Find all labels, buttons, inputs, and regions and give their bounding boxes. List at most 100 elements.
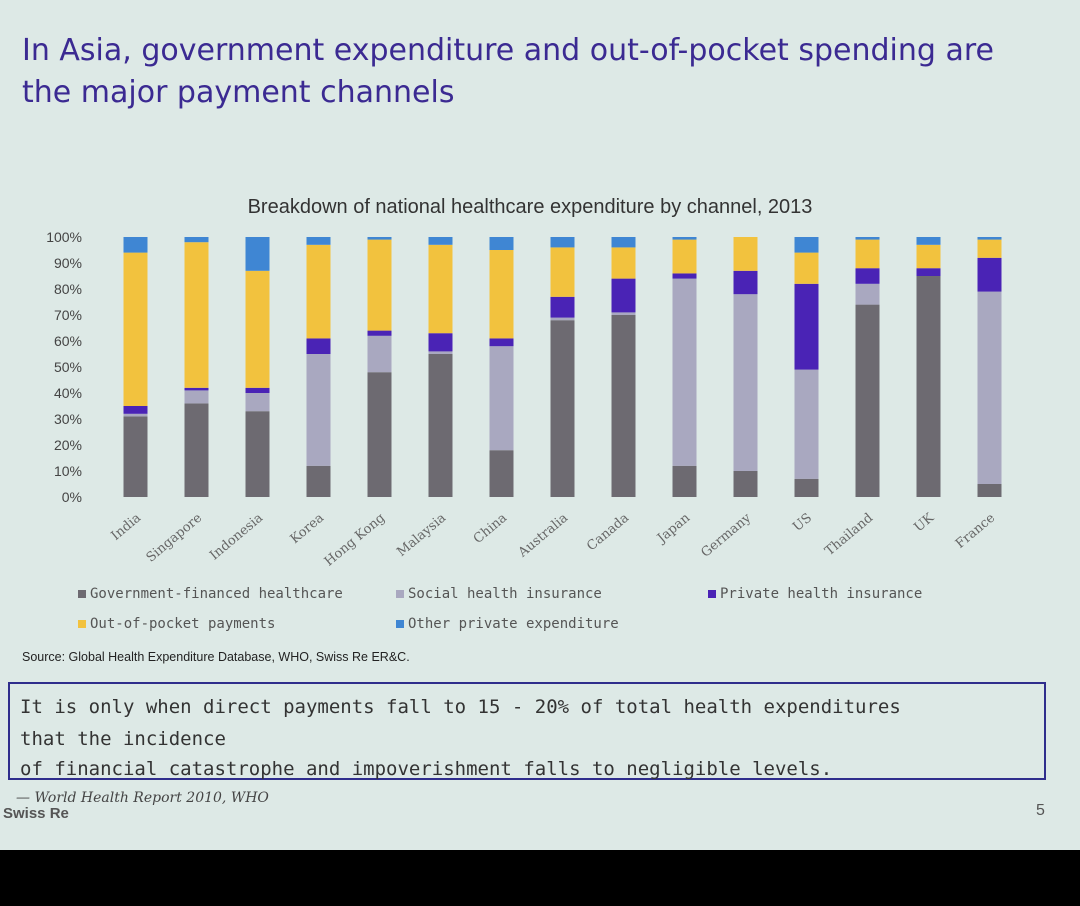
bar-segment-private bbox=[733, 270, 758, 295]
y-tick-label: 20% bbox=[54, 437, 82, 453]
bar-segment-social bbox=[367, 335, 392, 373]
x-tick-label: Malaysia bbox=[394, 510, 449, 560]
legend-label-private: Private health insurance bbox=[720, 586, 923, 602]
bar-segment-oop bbox=[794, 252, 819, 284]
bar-segment-other bbox=[855, 237, 880, 240]
bar-segment-gov bbox=[367, 372, 392, 497]
y-tick-label: 90% bbox=[54, 255, 82, 271]
quote-line-1: It is only when direct payments fall to … bbox=[20, 696, 901, 718]
bar-segment-social bbox=[550, 317, 575, 321]
bar-segment-oop bbox=[306, 244, 331, 339]
bar-segment-gov bbox=[489, 450, 514, 497]
x-tick-label: Indonesia bbox=[207, 510, 266, 563]
bar-segment-gov bbox=[794, 478, 819, 497]
x-tick-label: US bbox=[790, 511, 815, 535]
bar-segment-oop bbox=[245, 270, 270, 388]
x-tick-label: Singapore bbox=[144, 510, 206, 565]
bar-segment-oop bbox=[611, 247, 636, 279]
bar-segment-oop bbox=[733, 237, 758, 271]
y-tick-label: 50% bbox=[54, 359, 82, 375]
legend-label-oop: Out-of-pocket payments bbox=[90, 616, 276, 632]
bar-segment-private bbox=[123, 406, 148, 414]
bar-segment-other bbox=[428, 237, 453, 245]
legend-label-social: Social health insurance bbox=[408, 586, 602, 602]
bar-segment-private bbox=[916, 268, 941, 276]
x-tick-label: Hong Kong bbox=[322, 511, 388, 570]
bar-segment-oop bbox=[489, 250, 514, 339]
bar-segment-other bbox=[672, 237, 697, 240]
bar-segment-other bbox=[489, 237, 514, 250]
legend-swatch-other bbox=[396, 620, 404, 628]
x-tick-label: Japan bbox=[653, 510, 693, 547]
stacked-bar-chart: 0% 10% 20% 30% 40% 50% 60% 70% 80% 90% 100% India S… bbox=[46, 229, 1002, 570]
y-tick-label: 40% bbox=[54, 385, 82, 401]
bar-segment-oop bbox=[916, 244, 941, 269]
x-tick-label: China bbox=[471, 510, 510, 546]
legend-item-private: Private health insurance bbox=[708, 586, 922, 602]
legend-swatch-gov bbox=[78, 590, 86, 598]
legend-item-social: Social health insurance bbox=[396, 586, 602, 602]
bar-segment-private bbox=[428, 333, 453, 352]
bar-segment-oop bbox=[672, 239, 697, 274]
bar-segment-private bbox=[245, 387, 270, 393]
brand-logo-text: Swiss Re bbox=[3, 805, 69, 822]
bar-segment-social bbox=[733, 294, 758, 471]
legend-swatch-private bbox=[708, 590, 716, 598]
y-tick-label: 30% bbox=[54, 411, 82, 427]
bar-segment-other bbox=[794, 237, 819, 253]
bar-segment-private bbox=[794, 283, 819, 370]
bar-segment-social bbox=[123, 413, 148, 417]
bar-segment-gov bbox=[184, 403, 209, 497]
legend-label-gov: Government-financed healthcare bbox=[90, 586, 343, 602]
bar-segment-gov bbox=[428, 354, 453, 497]
x-tick-label: Canada bbox=[584, 510, 632, 554]
bar-segment-private bbox=[977, 257, 1002, 292]
bar-segment-gov bbox=[855, 304, 880, 497]
bar-segment-gov bbox=[306, 465, 331, 497]
bar-segment-social bbox=[977, 291, 1002, 484]
page-number: 5 bbox=[1036, 802, 1045, 819]
legend-item-other: Other private expenditure bbox=[396, 616, 619, 632]
y-tick-label: 70% bbox=[54, 307, 82, 323]
y-tick-label: 10% bbox=[54, 463, 82, 479]
legend-swatch-oop bbox=[78, 620, 86, 628]
bar-segment-gov bbox=[733, 471, 758, 497]
x-tick-label: India bbox=[109, 510, 145, 543]
bar-segment-other bbox=[367, 237, 392, 240]
bar-segment-gov bbox=[123, 416, 148, 497]
bar-segment-social bbox=[672, 278, 697, 466]
bar-segment-social bbox=[855, 283, 880, 305]
bars bbox=[123, 237, 1002, 497]
y-axis: 0% 10% 20% 30% 40% 50% 60% 70% 80% 90% 100% bbox=[46, 229, 82, 505]
bar-segment-social bbox=[306, 354, 331, 466]
legend-swatch-social bbox=[396, 590, 404, 598]
bar-segment-oop bbox=[428, 244, 453, 334]
bar-segment-private bbox=[550, 296, 575, 318]
y-tick-label: 80% bbox=[54, 281, 82, 297]
bar-segment-gov bbox=[672, 465, 697, 497]
bar-segment-private bbox=[855, 268, 880, 284]
bar-segment-other bbox=[977, 237, 1002, 240]
x-tick-label: Germany bbox=[698, 510, 754, 561]
legend-item-gov: Government-financed healthcare bbox=[78, 586, 343, 602]
bar-segment-social bbox=[184, 390, 209, 404]
x-tick-label: Korea bbox=[288, 510, 328, 547]
chart-title: Breakdown of national healthcare expendi… bbox=[247, 196, 813, 218]
x-tick-label: France bbox=[953, 510, 998, 551]
y-tick-label: 100% bbox=[46, 229, 82, 245]
source-note: Source: Global Health Expenditure Databa… bbox=[22, 650, 410, 664]
bar-segment-other bbox=[550, 237, 575, 248]
bar-segment-other bbox=[123, 237, 148, 253]
bar-segment-gov bbox=[550, 320, 575, 497]
bar-segment-gov bbox=[611, 315, 636, 497]
x-tick-label: Thailand bbox=[822, 511, 876, 559]
quote-attribution: — World Health Report 2010, WHO bbox=[16, 790, 269, 806]
bar-segment-oop bbox=[550, 247, 575, 297]
x-tick-label: Australia bbox=[515, 510, 571, 561]
bar-segment-other bbox=[245, 237, 270, 271]
bar-segment-private bbox=[489, 338, 514, 347]
bar-segment-private bbox=[184, 387, 209, 391]
bar-segment-oop bbox=[367, 239, 392, 331]
bar-segment-social bbox=[794, 369, 819, 479]
